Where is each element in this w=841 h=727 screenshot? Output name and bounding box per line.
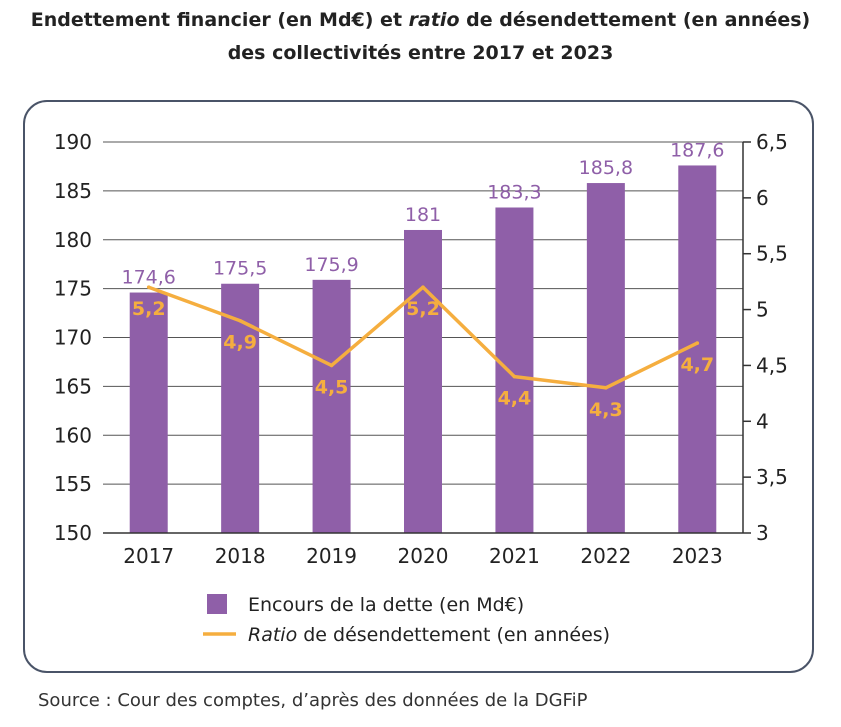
x-tick-label: 2020 <box>398 544 449 568</box>
chart-frame <box>23 100 814 673</box>
ratio-point <box>421 285 425 290</box>
chart-svg: 150 155 160 165 170 175 180 185 190 3 3,5 4 4,5 5 5,5 6… <box>54 130 788 646</box>
y-left-tick-label: 155 <box>54 472 92 496</box>
ratio-value-label: 4,3 <box>589 399 623 421</box>
y-right-tick-label: 5,5 <box>756 242 788 266</box>
bar <box>129 292 168 533</box>
bar <box>495 207 534 533</box>
legend-line-label: Ratio de désendettement (en années) <box>248 624 610 646</box>
y-right-tick-label: 6 <box>756 186 769 210</box>
y-right-tick-label: 3 <box>756 521 769 545</box>
legend-bar-label: Encours de la dette (en Md€) <box>248 594 524 616</box>
legend-line-label-italic: Ratio <box>248 624 297 646</box>
bar <box>586 183 625 533</box>
ratio-value-label: 5,2 <box>132 298 166 320</box>
title-part-b: de désendettement (en années) <box>459 9 811 31</box>
ratio-point <box>329 363 334 368</box>
x-tick-label: 2022 <box>580 544 631 568</box>
x-tick-label: 2018 <box>215 544 266 568</box>
ratio-value-label: 5,2 <box>406 298 440 320</box>
bar-value-label: 175,9 <box>304 254 358 276</box>
x-tick-label: 2021 <box>489 544 540 568</box>
ratio-value-label: 4,9 <box>223 332 257 354</box>
ratio-point <box>238 318 242 323</box>
title-italic-ratio: ratio <box>408 9 460 31</box>
bar <box>404 229 442 533</box>
bar <box>312 279 351 533</box>
y-left-tick-label: 185 <box>54 179 92 203</box>
y-left-tick-label: 180 <box>54 228 92 252</box>
ratio-point <box>604 385 608 390</box>
bar-value-label: 185,8 <box>579 157 633 179</box>
ratio-point <box>146 285 151 290</box>
y-left-tick-label: 170 <box>54 326 92 350</box>
y-right-tick-label: 4 <box>756 409 769 433</box>
y-left-tick-label: 160 <box>54 423 92 447</box>
bar-value-label: 175,5 <box>213 258 267 280</box>
y-left-tick-label: 165 <box>54 374 92 398</box>
y-right-tick-label: 5 <box>756 298 769 322</box>
y-left-tick-label: 150 <box>54 521 92 545</box>
ratio-point <box>512 374 517 379</box>
ratio-point <box>695 341 700 345</box>
y-right-tick-label: 4,5 <box>756 353 788 377</box>
y-left-tick-label: 175 <box>54 277 92 301</box>
y-left-tick-label: 190 <box>54 130 92 154</box>
chart-title: Endettement financier (en Md€) et ratio … <box>0 4 841 70</box>
y-right-tick-label: 3,5 <box>756 465 788 489</box>
x-tick-label: 2017 <box>123 544 174 568</box>
title-line-1: Endettement financier (en Md€) et ratio … <box>0 4 841 37</box>
ratio-value-label: 4,7 <box>680 354 714 376</box>
x-tick-label: 2023 <box>672 544 723 568</box>
x-tick-label: 2019 <box>306 544 357 568</box>
bar-value-label: 183,3 <box>487 181 541 203</box>
ratio-value-label: 4,4 <box>498 388 532 410</box>
title-part-a: Endettement financier (en Md€) et <box>30 9 409 31</box>
title-line-2: des collectivités entre 2017 et 2023 <box>227 42 614 64</box>
bar-value-label: 187,6 <box>670 139 724 161</box>
bar-value-label: 181 <box>405 204 441 226</box>
legend-line-label-rest: de désendettement (en années) <box>297 624 610 646</box>
legend-bar-swatch <box>207 594 227 614</box>
source-note: Source : Cour des comptes, d’après des d… <box>38 690 588 711</box>
y-right-tick-label: 6,5 <box>756 130 788 154</box>
bar-value-label: 174,6 <box>122 267 176 289</box>
ratio-value-label: 4,5 <box>315 376 349 398</box>
